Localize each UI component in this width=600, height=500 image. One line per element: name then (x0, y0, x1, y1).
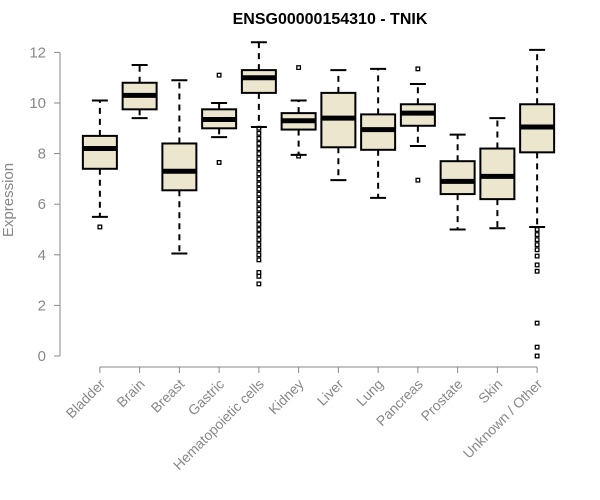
y-tick-label: 10 (29, 95, 46, 112)
box-group (519, 48, 556, 359)
outlier-point (256, 201, 262, 207)
outlier-point (415, 66, 421, 72)
outlier-point (534, 253, 540, 259)
outlier-point (534, 320, 540, 326)
outlier-point (256, 166, 262, 172)
outlier-point (256, 206, 262, 212)
plot-area (81, 41, 556, 359)
outlier-point (534, 344, 540, 350)
y-tick-label: 12 (29, 44, 46, 61)
y-tick-label: 8 (38, 146, 46, 163)
outlier-point (256, 176, 262, 182)
outlier-point (415, 177, 421, 183)
box-group (201, 72, 238, 165)
outlier-point (256, 171, 262, 177)
outlier-point (296, 65, 302, 71)
outlier-point (534, 247, 540, 253)
outlier-point (256, 237, 262, 243)
outlier-point (256, 281, 262, 287)
outlier-point (256, 125, 262, 131)
outlier-point (534, 268, 540, 274)
box-group (121, 64, 158, 120)
outlier-point (256, 130, 262, 136)
box (161, 142, 198, 192)
box-group (360, 67, 397, 199)
outlier-point (256, 186, 262, 192)
box-group (439, 133, 476, 231)
y-axis: 0 2 4 6 8 10 12 (29, 44, 61, 365)
box (81, 134, 118, 170)
outlier-point (256, 146, 262, 151)
outlier-point (256, 141, 262, 146)
outlier-point (534, 353, 540, 359)
outlier-point (256, 221, 262, 227)
x-tick-label: Brain (113, 376, 147, 410)
outlier-point (256, 216, 262, 222)
x-tick-label: Prostate (418, 376, 466, 424)
box-group (399, 66, 436, 183)
box (360, 113, 397, 151)
y-tick-label: 2 (38, 297, 46, 314)
outlier-point (97, 224, 103, 230)
x-tick-label: Skin (475, 376, 506, 407)
outlier-point (256, 257, 262, 263)
outlier-point (256, 151, 262, 157)
box (479, 147, 516, 201)
y-tick-label: 0 (38, 348, 46, 365)
outlier-point (256, 232, 262, 238)
outlier-point (216, 72, 222, 78)
outlier-point (534, 232, 540, 238)
outlier-point (534, 262, 540, 268)
outlier-point (534, 237, 540, 243)
box-group (320, 69, 357, 182)
outlier-point (256, 247, 262, 253)
y-axis-label: Expression (0, 163, 17, 237)
outlier-point (256, 135, 262, 141)
outlier-point (216, 160, 222, 165)
outlier-point (256, 181, 262, 187)
outlier-point (256, 161, 262, 167)
outlier-point (534, 242, 540, 248)
outlier-point (256, 211, 262, 217)
box (240, 69, 277, 94)
y-tick-label: 4 (38, 247, 46, 264)
outlier-point (296, 153, 302, 159)
outlier-point (256, 270, 262, 275)
x-tick-label: Bladder (63, 376, 109, 422)
x-tick-label: Liver (314, 376, 347, 409)
chart-title: ENSG00000154310 - TNIK (233, 11, 428, 28)
outlier-point (534, 227, 540, 232)
box-group (280, 65, 317, 159)
outlier-point (256, 191, 262, 197)
outlier-point (256, 227, 262, 232)
x-tick-label: Breast (148, 376, 188, 416)
box (439, 160, 476, 196)
outlier-point (256, 273, 262, 279)
box-group (81, 99, 118, 230)
outlier-point (256, 156, 262, 162)
box-group (161, 79, 198, 255)
x-tick-label: Lung (353, 376, 386, 409)
box-group (479, 117, 516, 230)
x-tick-label: Kidney (265, 376, 307, 418)
box-group (240, 41, 277, 287)
outlier-point (256, 242, 262, 248)
outlier-point (256, 252, 262, 258)
outlier-point (256, 196, 262, 202)
y-tick-label: 6 (38, 196, 46, 213)
